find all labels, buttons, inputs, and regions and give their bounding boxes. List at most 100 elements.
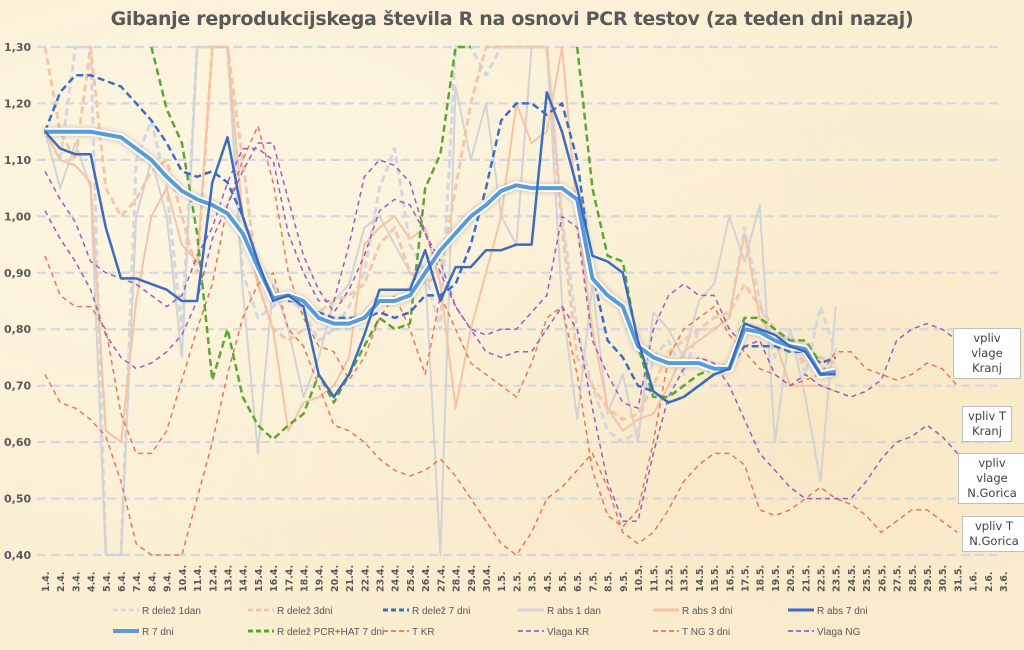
annotation-line: vpliv T (968, 409, 1006, 423)
x-tick-label: 2.5. (512, 572, 523, 592)
annotation-line: Kranj (972, 424, 1002, 438)
y-tick-label: 0,50 (4, 493, 31, 506)
legend-label: T KR (412, 627, 435, 638)
x-tick-label: 26.4. (421, 565, 432, 592)
x-tick-label: 2.4. (56, 572, 67, 592)
x-tick-label: 19.5. (771, 565, 782, 592)
legend-label: R delež PCR+HAT 7 dni (277, 627, 384, 638)
x-tick-label: 4.4. (87, 572, 98, 592)
x-tick-label: 1.4. (41, 572, 52, 592)
legend-label: R delež 3dni (277, 606, 333, 617)
series-line-t-kr (44, 125, 958, 528)
annotation-line: vpliv T (975, 519, 1013, 533)
x-tick-label: 3.5. (528, 572, 539, 592)
x-tick-label: 28.4. (452, 565, 463, 592)
series-line-r-7-dni (45, 129, 837, 377)
x-tick-label: 1.5. (497, 572, 508, 592)
series-line-r-abs-3-dni (44, 46, 837, 444)
x-tick-label: 6.5. (573, 572, 584, 592)
y-tick-label: 1,30 (4, 41, 31, 54)
x-tick-label: 7.5. (588, 572, 599, 592)
series-lines (43, 45, 974, 557)
legend-label: R delež 7 dni (412, 606, 470, 617)
x-tick-label: 1.6. (969, 572, 980, 592)
legend-label: R 7 dni (142, 627, 174, 638)
y-tick-label: 0,90 (4, 267, 31, 280)
x-tick-label: 6.4. (117, 572, 128, 592)
x-tick-label: 18.4. (300, 565, 311, 592)
series-line-r-abs-7-dni (44, 90, 836, 404)
series-line-r-dele-1dan (43, 45, 838, 557)
x-tick-label: 13.4. (223, 565, 234, 592)
legend-label: Vlaga NG (817, 627, 861, 638)
x-tick-label: 25.4. (406, 565, 417, 592)
annotation-temp-kranj: vpliv T Kranj (962, 406, 1012, 442)
x-tick-label: 14.5. (695, 565, 706, 592)
x-tick-label: 10.4. (178, 565, 189, 592)
x-tick-label: 12.4. (208, 565, 219, 592)
x-tick-label: 5.4. (102, 572, 113, 592)
x-tick-label: 16.4. (269, 565, 280, 592)
y-tick-label: 0,70 (4, 380, 31, 393)
x-tick-label: 21.4. (345, 565, 356, 592)
legend-label: R abs 3 dni (682, 606, 733, 617)
y-axis: 0,40 0,50 0,60 0,70 0,80 0,90 1,00 1,10 1,20 1,30 (4, 41, 31, 562)
x-tick-label: 26.5. (877, 565, 888, 592)
x-tick-label: 11.4. (193, 565, 204, 592)
chart-title: Gibanje reprodukcijskega števila R na os… (110, 8, 914, 30)
annotation-line: vpliv vlage (976, 456, 1008, 485)
annotation-line: N.Gorica (967, 486, 1017, 500)
x-tick-label: 7.4. (132, 572, 143, 592)
legend-label: R delež 1dan (142, 606, 201, 617)
x-tick-label: 2.6. (984, 572, 995, 592)
x-tick-label: 3.4. (71, 572, 82, 592)
x-tick-label: 22.5. (817, 565, 828, 592)
x-tick-label: 17.5. (740, 565, 751, 592)
x-tick-label: 27.5. (893, 565, 904, 592)
y-tick-label: 0,40 (4, 549, 31, 562)
x-tick-label: 30.4. (482, 565, 493, 592)
x-tick-label: 24.5. (847, 565, 858, 592)
x-tick-label: 9.5. (619, 572, 630, 592)
x-tick-label: 5.5. (558, 572, 569, 592)
y-tick-label: 0,80 (4, 323, 31, 336)
x-tick-label: 24.4. (391, 565, 402, 592)
annotation-temp-ngorica: vpliv T N.Gorica (962, 516, 1024, 552)
x-tick-label: 22.4. (360, 565, 371, 592)
x-tick-label: 13.5. (680, 565, 691, 592)
x-tick-label: 29.5. (923, 565, 934, 592)
x-tick-label: 23.4. (376, 565, 387, 592)
legend-label: R abs 1 dan (547, 606, 601, 617)
series-line-r-dele-pcr-hat-7-dni (575, 46, 822, 399)
x-tick-label: 27.4. (436, 565, 447, 592)
x-tick-label: 18.5. (756, 565, 767, 592)
legend: R delež 1dan R delež 3dni R delež 7 dni R a… (113, 606, 868, 638)
legend-label: T NG 3 dni (682, 627, 730, 638)
x-tick-label: 10.5. (634, 565, 645, 592)
x-tick-label: 15.5. (710, 565, 721, 592)
series-line-vlaga-kr (44, 147, 974, 409)
series-line-r-dele-pcr-hat-7-dni (150, 45, 471, 441)
x-tick-label: 8.4. (147, 572, 158, 592)
series-line-t-ng-3-dni (44, 272, 958, 556)
x-tick-label: 25.5. (862, 565, 873, 592)
x-tick-label: 8.5. (604, 572, 615, 592)
x-tick-label: 12.5. (664, 565, 675, 592)
annotation-line: vpliv vlage (971, 331, 1003, 360)
legend-label: Vlaga KR (547, 627, 589, 638)
x-axis: 1.4. 2.4. 3.4. 4.4. 5.4. 6.4. 7.4. 8.4. 9.4. 10.4… (41, 565, 1010, 592)
x-tick-label: 31.5. (953, 565, 964, 592)
annotation-humidity-kranj: vpliv vlage Kranj (953, 328, 1021, 379)
legend-label: R abs 7 dni (817, 606, 868, 617)
x-tick-label: 17.4. (284, 565, 295, 592)
x-tick-label: 14.4. (239, 565, 250, 592)
x-tick-label: 3.6. (999, 572, 1010, 592)
x-tick-label: 16.5. (725, 565, 736, 592)
x-tick-label: 20.5. (786, 565, 797, 592)
x-tick-label: 19.4. (315, 565, 326, 592)
x-tick-label: 11.5. (649, 565, 660, 592)
x-tick-label: 20.4. (330, 565, 341, 592)
x-tick-label: 21.5. (801, 565, 812, 592)
